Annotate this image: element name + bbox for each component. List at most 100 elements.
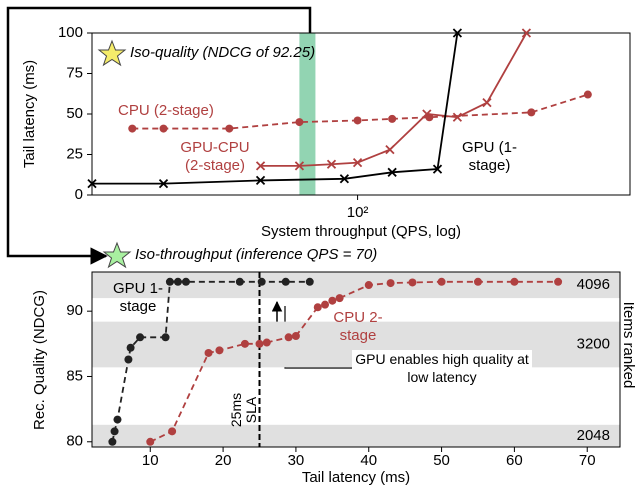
- x-tick-label: 40: [360, 452, 377, 469]
- point: [385, 145, 395, 155]
- series-line: [111, 280, 310, 442]
- series-label: CPU 2-stage: [333, 309, 383, 344]
- items-band: [92, 424, 620, 447]
- band-label: 4096: [577, 276, 610, 293]
- y-axis-label: Rec. Quality (NDCG): [31, 290, 48, 430]
- x-tick-label: 60: [506, 452, 523, 469]
- plot-frame: [91, 271, 621, 448]
- point: [124, 355, 133, 364]
- point: [87, 179, 97, 189]
- x-tick-label: 50: [433, 452, 450, 469]
- annotation: Iso-quality (NDCG of 92.25): [130, 44, 316, 61]
- point: [225, 124, 234, 133]
- series-label: GPU-CPU (2-stage): [180, 139, 250, 174]
- point: [126, 343, 135, 352]
- point: [281, 277, 290, 286]
- point: [262, 338, 271, 347]
- point: [255, 175, 266, 186]
- point: [388, 114, 397, 123]
- point: [255, 339, 264, 348]
- point: [295, 118, 304, 127]
- point: [527, 108, 536, 117]
- point: [128, 124, 137, 133]
- point: [583, 90, 592, 99]
- annotation: Iso-throughput (inference QPS = 70): [135, 246, 378, 263]
- point: [255, 161, 266, 171]
- point: [291, 331, 300, 340]
- point: [353, 116, 362, 125]
- point: [181, 277, 190, 286]
- point: [159, 124, 168, 133]
- series-label: GPU 1-stage: [112, 280, 163, 315]
- point: [294, 161, 305, 171]
- point: [326, 159, 337, 169]
- point: [452, 28, 463, 38]
- point: [432, 164, 443, 174]
- band-label: 3200: [577, 335, 610, 352]
- y-tick-label: 90: [66, 302, 83, 319]
- point: [482, 98, 492, 108]
- point: [352, 157, 363, 168]
- y-tick-label: 100: [58, 24, 83, 41]
- band-label: 2048: [577, 427, 610, 444]
- point: [158, 179, 169, 189]
- point: [257, 277, 266, 286]
- series-label: GPU (1-stage): [461, 139, 517, 174]
- point: [284, 333, 293, 342]
- y-tick-label: 80: [66, 433, 83, 450]
- y-tick-label: 0: [75, 186, 83, 203]
- point: [165, 277, 174, 286]
- point: [554, 277, 563, 286]
- point: [235, 277, 244, 286]
- point: [108, 437, 117, 446]
- y-tick-label: 50: [66, 105, 83, 122]
- star-icon: [97, 39, 127, 67]
- point: [168, 427, 177, 436]
- point: [313, 303, 322, 312]
- x-tick-label: 10²: [347, 204, 369, 221]
- highlight-band: [299, 33, 316, 195]
- connector-arrow: [6, 6, 312, 265]
- y-tick-label: 25: [66, 145, 83, 162]
- point: [136, 333, 145, 342]
- point: [510, 277, 519, 286]
- x-tick-label: 70: [579, 452, 596, 469]
- point: [386, 279, 395, 288]
- x-tick-label: 10: [142, 452, 159, 469]
- point: [339, 174, 350, 184]
- point: [437, 277, 446, 286]
- point: [328, 296, 337, 305]
- y-tick-label: 75: [66, 64, 83, 81]
- callout: GPU enables high quality at low latency: [352, 350, 532, 386]
- point: [204, 348, 213, 357]
- bands-axis-label: Items ranked: [620, 302, 635, 389]
- point: [521, 28, 532, 38]
- point: [321, 300, 330, 309]
- point: [146, 437, 155, 446]
- y-tick-label: 85: [66, 367, 83, 384]
- series-label: CPU (2-stage): [118, 102, 214, 119]
- point: [110, 427, 119, 436]
- point: [364, 281, 373, 290]
- point: [387, 167, 397, 177]
- point: [215, 346, 224, 355]
- point: [161, 333, 170, 342]
- point: [113, 415, 122, 424]
- point: [422, 109, 432, 119]
- x-axis-label: System throughput (QPS, log): [261, 223, 461, 240]
- point: [335, 294, 344, 303]
- point: [452, 112, 463, 122]
- point: [173, 277, 182, 286]
- x-tick-label: 20: [215, 452, 232, 469]
- y-axis-label: Tail latency (ms): [21, 60, 38, 168]
- point: [240, 339, 249, 348]
- point: [473, 277, 482, 286]
- x-axis-label: Tail latency (ms): [302, 469, 410, 486]
- point: [408, 278, 417, 287]
- star-icon: [102, 241, 132, 269]
- x-tick-label: 30: [288, 452, 305, 469]
- point: [305, 277, 314, 286]
- sla-label: 25ms SLA: [227, 392, 259, 428]
